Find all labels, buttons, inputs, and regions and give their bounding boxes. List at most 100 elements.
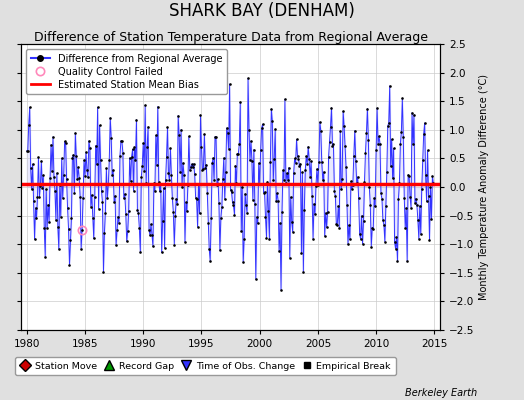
Point — [402, 205, 410, 211]
Point — [109, 167, 117, 173]
Point — [395, 180, 403, 186]
Point — [158, 218, 167, 224]
Point — [315, 119, 324, 125]
Point — [301, 167, 310, 173]
Point — [250, 201, 259, 208]
Point — [394, 258, 402, 264]
Point — [237, 228, 245, 234]
Point — [427, 216, 435, 222]
Point — [397, 129, 406, 136]
Point — [140, 168, 148, 174]
Point — [221, 196, 229, 202]
Point — [302, 153, 310, 160]
Y-axis label: Monthly Temperature Anomaly Difference (°C): Monthly Temperature Anomaly Difference (… — [479, 74, 489, 300]
Point — [422, 198, 431, 204]
Point — [32, 215, 41, 222]
Point — [244, 75, 252, 82]
Point — [136, 249, 145, 255]
Title: Difference of Station Temperature Data from Regional Average: Difference of Station Temperature Data f… — [34, 31, 428, 44]
Point — [279, 167, 287, 173]
Point — [420, 120, 429, 126]
Point — [418, 186, 426, 192]
Point — [223, 130, 232, 136]
Point — [363, 105, 372, 112]
Point — [44, 202, 52, 208]
Point — [170, 241, 179, 248]
Point — [359, 218, 368, 224]
Point — [189, 164, 197, 171]
Point — [325, 139, 334, 146]
Point — [184, 133, 193, 140]
Point — [209, 155, 217, 161]
Point — [91, 194, 99, 200]
Point — [152, 162, 161, 168]
Point — [158, 249, 166, 256]
Point — [46, 174, 54, 181]
Point — [168, 195, 177, 202]
Point — [318, 159, 326, 166]
Point — [423, 147, 432, 154]
Point — [405, 173, 413, 179]
Point — [81, 173, 89, 179]
Point — [33, 194, 41, 200]
Point — [67, 215, 75, 222]
Point — [126, 178, 135, 184]
Point — [146, 232, 154, 238]
Point — [271, 126, 279, 132]
Point — [380, 238, 389, 245]
Point — [386, 83, 394, 89]
Point — [115, 220, 123, 226]
Point — [117, 138, 125, 144]
Point — [64, 225, 73, 232]
Point — [292, 136, 301, 143]
Point — [228, 199, 237, 206]
Point — [257, 125, 266, 132]
Point — [320, 169, 328, 175]
Point — [274, 198, 282, 204]
Point — [114, 213, 122, 220]
Point — [275, 248, 283, 254]
Point — [52, 217, 60, 223]
Point — [23, 148, 31, 154]
Point — [336, 128, 344, 134]
Point — [419, 157, 427, 164]
Point — [409, 141, 417, 148]
Point — [232, 180, 241, 187]
Point — [210, 176, 219, 183]
Point — [185, 167, 194, 173]
Point — [391, 246, 400, 252]
Point — [187, 164, 195, 170]
Point — [372, 147, 380, 154]
Point — [159, 185, 168, 191]
Point — [328, 104, 336, 111]
Point — [265, 236, 274, 242]
Point — [101, 209, 110, 216]
Point — [205, 246, 213, 252]
Point — [107, 135, 115, 141]
Point — [305, 156, 313, 162]
Point — [30, 236, 39, 242]
Point — [323, 209, 332, 215]
Point — [181, 239, 189, 245]
Point — [370, 195, 378, 201]
Point — [76, 194, 84, 200]
Point — [88, 192, 96, 198]
Point — [110, 199, 118, 206]
Point — [399, 134, 408, 140]
Point — [240, 236, 248, 242]
Point — [177, 126, 185, 133]
Point — [374, 141, 382, 147]
Point — [190, 161, 198, 167]
Point — [161, 177, 170, 184]
Point — [242, 202, 250, 208]
Point — [264, 208, 272, 214]
Point — [56, 182, 64, 188]
Point — [94, 206, 103, 212]
Point — [361, 150, 369, 156]
Point — [165, 177, 173, 184]
Point — [329, 141, 337, 148]
Text: SHARK BAY (DENHAM): SHARK BAY (DENHAM) — [169, 2, 355, 20]
Point — [142, 179, 150, 186]
Point — [385, 120, 393, 126]
Point — [144, 124, 152, 130]
